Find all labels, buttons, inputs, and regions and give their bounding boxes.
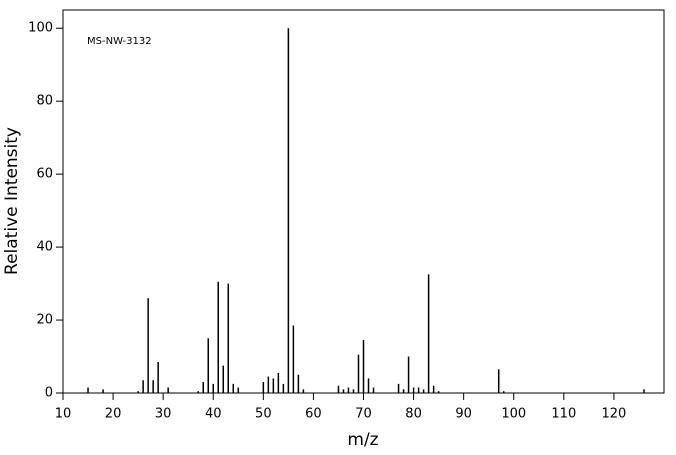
x-tick-label: 90 bbox=[455, 407, 472, 422]
x-tick-label: 100 bbox=[501, 407, 526, 422]
x-tick-label: 30 bbox=[155, 407, 172, 422]
x-tick-label: 40 bbox=[205, 407, 222, 422]
y-tick-label: 20 bbox=[36, 313, 53, 328]
y-tick-label: 0 bbox=[45, 386, 53, 401]
y-axis-label: Relative Intensity bbox=[2, 127, 22, 275]
y-tick-label: 60 bbox=[36, 167, 53, 182]
x-axis-label: m/z bbox=[347, 430, 378, 450]
x-tick-label: 60 bbox=[305, 407, 322, 422]
x-tick-label: 50 bbox=[255, 407, 272, 422]
x-tick-label: 20 bbox=[105, 407, 122, 422]
y-tick-label: 40 bbox=[36, 240, 53, 255]
x-tick-label: 70 bbox=[355, 407, 372, 422]
x-tick-label: 80 bbox=[405, 407, 422, 422]
y-tick-label: 100 bbox=[28, 21, 53, 36]
plot-frame bbox=[62, 9, 665, 394]
x-tick-label: 110 bbox=[551, 407, 576, 422]
x-tick-label: 120 bbox=[602, 407, 627, 422]
x-tick-label: 10 bbox=[55, 407, 72, 422]
annotation: MS-NW-3132 bbox=[87, 36, 152, 47]
y-tick-label: 80 bbox=[36, 94, 53, 109]
